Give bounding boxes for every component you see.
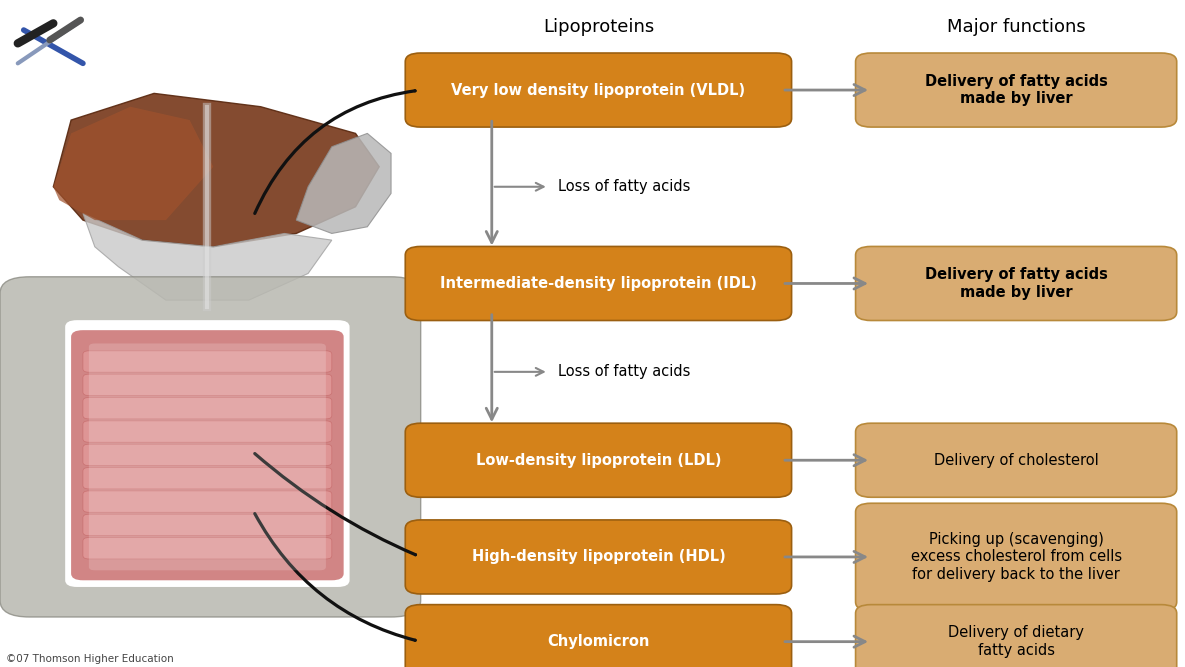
FancyBboxPatch shape xyxy=(12,40,391,660)
FancyBboxPatch shape xyxy=(83,444,332,466)
Polygon shape xyxy=(83,213,332,300)
Text: Major functions: Major functions xyxy=(947,18,1087,35)
FancyBboxPatch shape xyxy=(83,421,332,442)
FancyBboxPatch shape xyxy=(405,604,792,667)
Polygon shape xyxy=(296,133,391,233)
FancyBboxPatch shape xyxy=(405,53,792,127)
Text: Delivery of cholesterol: Delivery of cholesterol xyxy=(934,453,1098,468)
FancyBboxPatch shape xyxy=(856,604,1177,667)
FancyBboxPatch shape xyxy=(856,247,1177,321)
FancyBboxPatch shape xyxy=(856,503,1177,611)
FancyBboxPatch shape xyxy=(83,538,332,559)
Text: Intermediate-density lipoprotein (IDL): Intermediate-density lipoprotein (IDL) xyxy=(440,276,757,291)
FancyBboxPatch shape xyxy=(83,491,332,512)
FancyBboxPatch shape xyxy=(83,374,332,396)
Text: Delivery of fatty acids
made by liver: Delivery of fatty acids made by liver xyxy=(924,267,1108,299)
Text: Delivery of fatty acids
made by liver: Delivery of fatty acids made by liver xyxy=(924,74,1108,106)
Polygon shape xyxy=(53,93,379,247)
FancyBboxPatch shape xyxy=(856,424,1177,498)
FancyBboxPatch shape xyxy=(83,351,332,372)
FancyBboxPatch shape xyxy=(83,398,332,419)
FancyArrowPatch shape xyxy=(255,514,415,640)
FancyBboxPatch shape xyxy=(0,277,421,617)
FancyBboxPatch shape xyxy=(83,468,332,489)
FancyBboxPatch shape xyxy=(83,514,332,536)
FancyBboxPatch shape xyxy=(856,53,1177,127)
Text: Loss of fatty acids: Loss of fatty acids xyxy=(558,364,691,380)
Text: Very low density lipoprotein (VLDL): Very low density lipoprotein (VLDL) xyxy=(451,83,745,97)
FancyBboxPatch shape xyxy=(405,520,792,594)
FancyBboxPatch shape xyxy=(71,330,344,580)
Text: ©07 Thomson Higher Education: ©07 Thomson Higher Education xyxy=(6,654,174,664)
Text: Lipoproteins: Lipoproteins xyxy=(543,18,654,35)
FancyBboxPatch shape xyxy=(65,320,350,587)
FancyArrowPatch shape xyxy=(255,91,415,213)
Text: Chylomicron: Chylomicron xyxy=(547,634,649,649)
FancyArrowPatch shape xyxy=(255,454,416,555)
Text: Loss of fatty acids: Loss of fatty acids xyxy=(558,179,691,194)
FancyBboxPatch shape xyxy=(89,344,326,570)
Text: High-density lipoprotein (HDL): High-density lipoprotein (HDL) xyxy=(472,550,725,564)
Polygon shape xyxy=(53,107,213,220)
Text: Low-density lipoprotein (LDL): Low-density lipoprotein (LDL) xyxy=(475,453,722,468)
FancyBboxPatch shape xyxy=(405,424,792,498)
FancyBboxPatch shape xyxy=(405,247,792,321)
Text: Picking up (scavenging)
excess cholesterol from cells
for delivery back to the l: Picking up (scavenging) excess cholester… xyxy=(910,532,1122,582)
Text: Delivery of dietary
fatty acids: Delivery of dietary fatty acids xyxy=(948,626,1084,658)
